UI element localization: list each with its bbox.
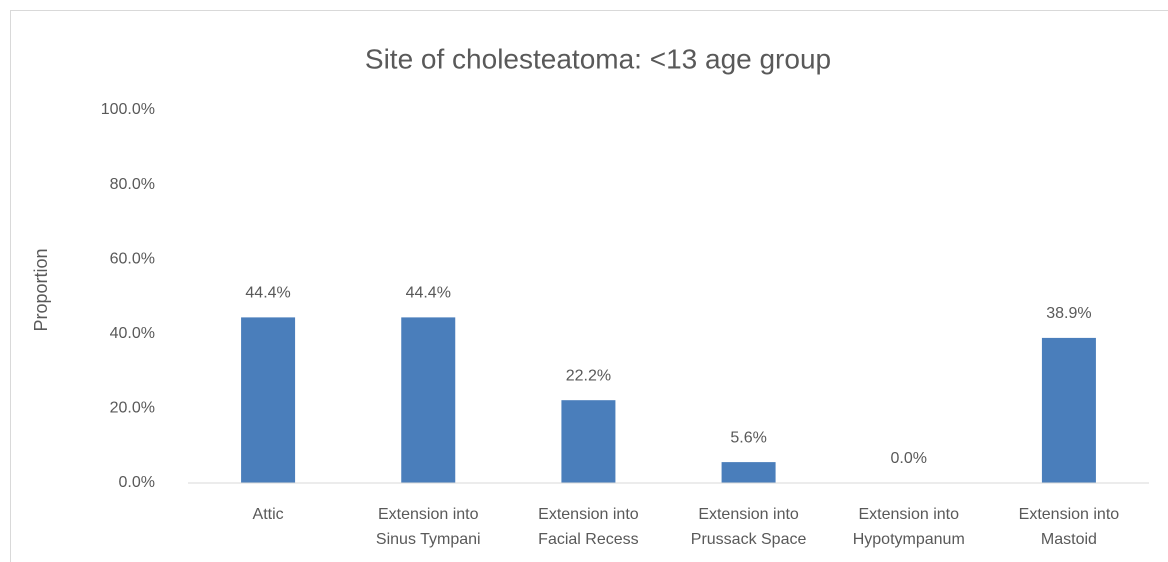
value-label: 38.9% <box>1046 305 1091 322</box>
bar <box>241 317 296 483</box>
value-label: 44.4% <box>245 285 290 302</box>
x-tick-label: Attic <box>253 506 284 523</box>
x-tick-label: Extension into Facial Recess <box>538 506 639 548</box>
bar <box>561 400 616 483</box>
y-tick-label: 100.0% <box>101 101 155 118</box>
y-tick-label: 0.0% <box>119 474 155 491</box>
x-tick-label: Extension into Mastoid <box>1019 506 1120 548</box>
bar <box>1041 337 1096 483</box>
y-tick-label: 40.0% <box>110 325 155 342</box>
bar <box>721 462 776 483</box>
y-axis-label: Proportion <box>31 248 51 331</box>
x-tick-label: Extension into Sinus Tympani <box>376 506 481 548</box>
value-label: 22.2% <box>566 367 611 384</box>
y-tick-label: 60.0% <box>110 250 155 267</box>
x-tick-label: Extension into Hypotympanum <box>853 506 965 548</box>
value-label: 0.0% <box>891 450 927 467</box>
value-label: 44.4% <box>406 285 451 302</box>
bar <box>401 317 456 483</box>
x-tick-label: Extension into Prussack Space <box>691 506 807 548</box>
y-tick-label: 20.0% <box>110 400 155 417</box>
chart-title: Site of cholesteatoma: <13 age group <box>365 43 831 74</box>
value-label: 5.6% <box>730 429 766 446</box>
y-tick-label: 80.0% <box>110 176 155 193</box>
